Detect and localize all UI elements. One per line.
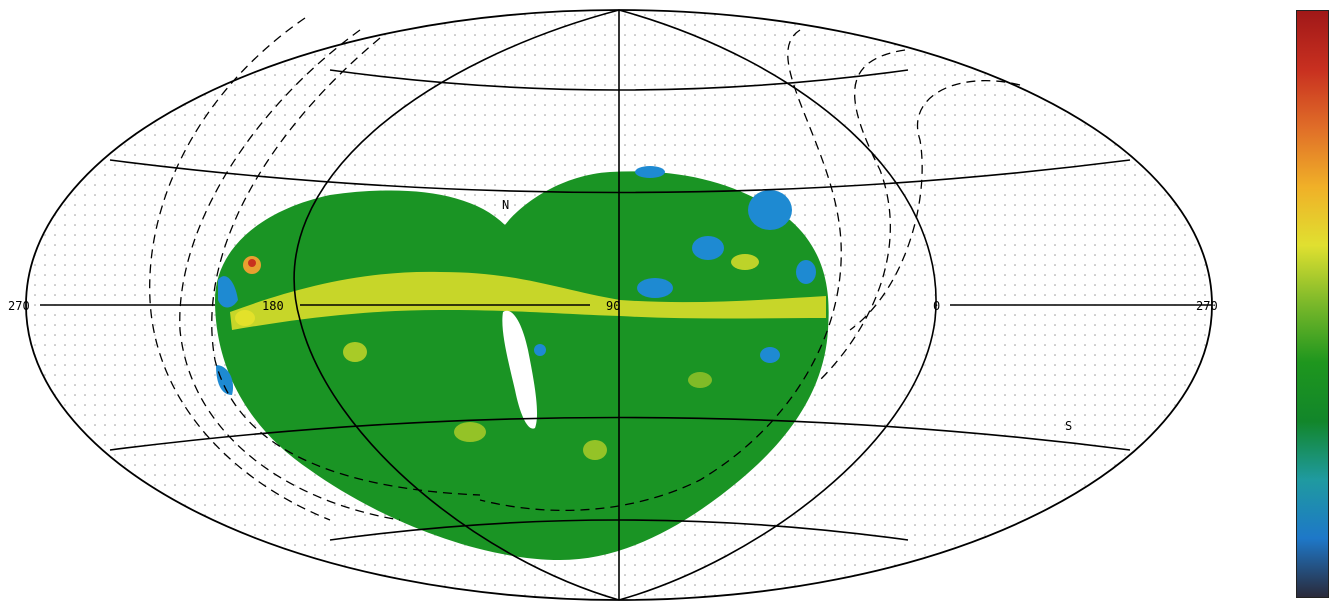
blue-patch-center2 (637, 278, 673, 298)
lon-label-right-270: 270 (1196, 299, 1218, 313)
yellow-patch-2 (343, 342, 367, 362)
dashed-curve-2 (179, 29, 401, 521)
south-pole-label: S (1065, 419, 1072, 433)
blue-patch-right2 (796, 260, 816, 284)
dashed-curve-4 (479, 29, 842, 512)
meridian-l180 (293, 9, 620, 601)
blue-patch-top (635, 166, 665, 178)
yellow-patch-1 (731, 254, 759, 270)
dashed-curves (149, 17, 1021, 521)
parallel-plus30 (109, 159, 1131, 194)
blue-patch-center (692, 236, 724, 260)
map-frame (25, 9, 1213, 601)
dashed-curve-3 (211, 37, 481, 496)
lon-label-90: 90 (606, 299, 620, 313)
color-scale-bar (1296, 10, 1329, 598)
yellow-band (230, 271, 826, 330)
coverage-layer (215, 166, 829, 560)
blue-patch-left (218, 276, 238, 308)
blue-patch-right3 (760, 347, 780, 363)
blue-patch-left-low (216, 365, 234, 395)
dashed-curve-5 (819, 49, 906, 381)
yellow-patch-4 (583, 440, 607, 460)
yellow-patch-6 (235, 310, 255, 326)
blue-patch-mid (534, 344, 546, 356)
lon-label-left-270: 270 (8, 299, 30, 313)
yellow-patch-5 (688, 372, 712, 388)
lon-label-0: 0 (933, 299, 940, 313)
parallel-plus60 (329, 69, 909, 91)
parallel-minus30 (109, 416, 1131, 451)
parallel-minus60 (329, 519, 909, 541)
graticule (40, 9, 1212, 601)
coverage-gap (502, 310, 538, 429)
dashed-curve-1 (149, 17, 331, 521)
blue-patch-right (748, 190, 792, 230)
peak-spot-core (248, 259, 256, 267)
meridian-l0 (618, 9, 937, 601)
north-pole-label: N (502, 198, 509, 212)
yellow-patch-3 (454, 422, 486, 442)
dashed-curve-6 (849, 80, 1021, 331)
lon-label-180: 180 (262, 299, 284, 313)
